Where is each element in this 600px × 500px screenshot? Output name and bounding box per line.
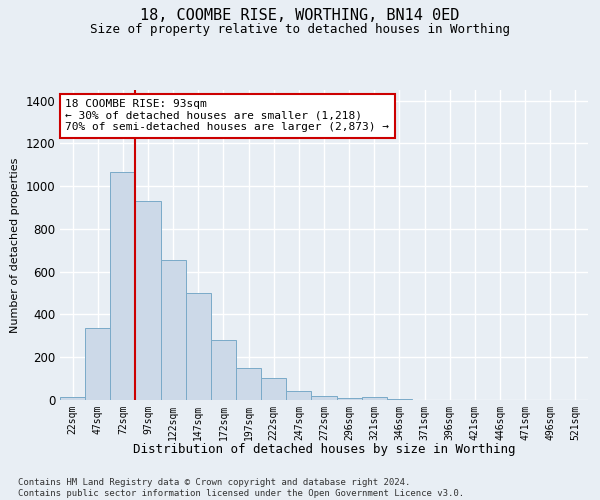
Bar — [236, 368, 261, 400]
Text: 18, COOMBE RISE, WORTHING, BN14 0ED: 18, COOMBE RISE, WORTHING, BN14 0ED — [140, 8, 460, 22]
Bar — [261, 378, 286, 400]
Bar — [186, 293, 211, 400]
Bar — [110, 172, 136, 400]
Y-axis label: Number of detached properties: Number of detached properties — [10, 158, 20, 332]
Bar — [362, 397, 387, 400]
Text: Contains HM Land Registry data © Crown copyright and database right 2024.
Contai: Contains HM Land Registry data © Crown c… — [18, 478, 464, 498]
Text: Distribution of detached houses by size in Worthing: Distribution of detached houses by size … — [133, 442, 515, 456]
Text: 18 COOMBE RISE: 93sqm
← 30% of detached houses are smaller (1,218)
70% of semi-d: 18 COOMBE RISE: 93sqm ← 30% of detached … — [65, 100, 389, 132]
Bar — [60, 397, 85, 400]
Bar — [85, 328, 110, 400]
Text: Size of property relative to detached houses in Worthing: Size of property relative to detached ho… — [90, 22, 510, 36]
Bar — [211, 340, 236, 400]
Bar — [337, 398, 362, 400]
Bar — [136, 201, 161, 400]
Bar — [286, 392, 311, 400]
Bar — [161, 260, 186, 400]
Bar — [387, 399, 412, 400]
Bar — [311, 396, 337, 400]
